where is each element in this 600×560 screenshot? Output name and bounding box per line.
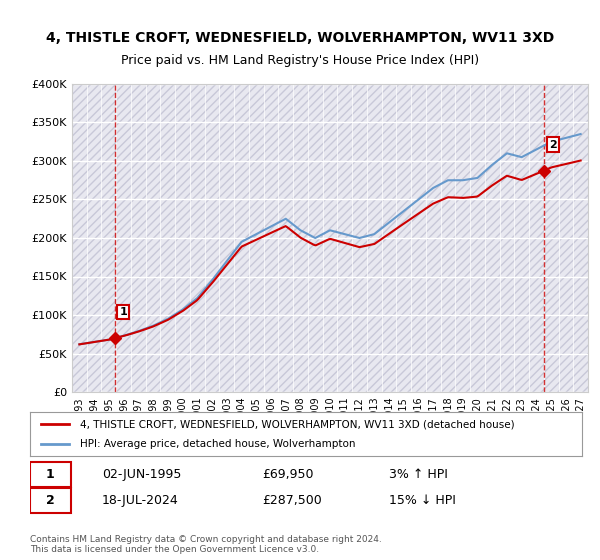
Text: HPI: Average price, detached house, Wolverhampton: HPI: Average price, detached house, Wolv… [80,439,355,449]
Text: 18-JUL-2024: 18-JUL-2024 [102,494,179,507]
Text: Contains HM Land Registry data © Crown copyright and database right 2024.
This d: Contains HM Land Registry data © Crown c… [30,535,382,554]
Text: 2: 2 [46,494,55,507]
FancyBboxPatch shape [30,462,71,487]
Text: 1: 1 [119,307,127,317]
Text: 4, THISTLE CROFT, WEDNESFIELD, WOLVERHAMPTON, WV11 3XD: 4, THISTLE CROFT, WEDNESFIELD, WOLVERHAM… [46,31,554,45]
Text: 1: 1 [46,468,55,481]
Text: 4, THISTLE CROFT, WEDNESFIELD, WOLVERHAMPTON, WV11 3XD (detached house): 4, THISTLE CROFT, WEDNESFIELD, WOLVERHAM… [80,419,514,429]
Text: £69,950: £69,950 [262,468,313,481]
Text: 2: 2 [549,139,557,150]
Text: 3% ↑ HPI: 3% ↑ HPI [389,468,448,481]
Text: 15% ↓ HPI: 15% ↓ HPI [389,494,455,507]
Text: £287,500: £287,500 [262,494,322,507]
Text: Price paid vs. HM Land Registry's House Price Index (HPI): Price paid vs. HM Land Registry's House … [121,54,479,67]
FancyBboxPatch shape [30,488,71,513]
Text: 02-JUN-1995: 02-JUN-1995 [102,468,181,481]
